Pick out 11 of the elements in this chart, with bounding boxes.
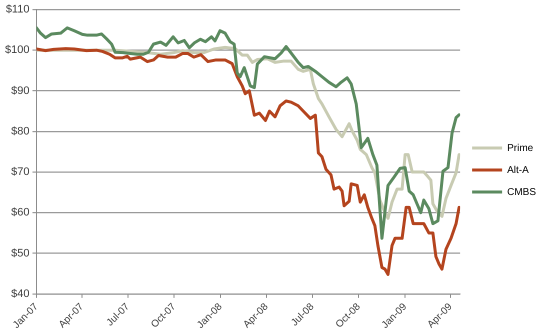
y-tick-label: $60	[11, 206, 30, 219]
y-tick-label: $80	[11, 125, 30, 138]
y-tick-label: $50	[11, 247, 30, 260]
y-tick-label: $70	[11, 166, 30, 178]
legend-label: Alt-A	[507, 164, 530, 176]
y-tick-label: $100	[4, 44, 30, 56]
y-tick-label: $90	[11, 84, 30, 97]
y-tick-label: $110	[6, 4, 30, 16]
legend-label: Prime	[507, 142, 534, 154]
y-tick-label: $40	[11, 288, 30, 300]
legend-label: CMBS	[507, 186, 536, 198]
